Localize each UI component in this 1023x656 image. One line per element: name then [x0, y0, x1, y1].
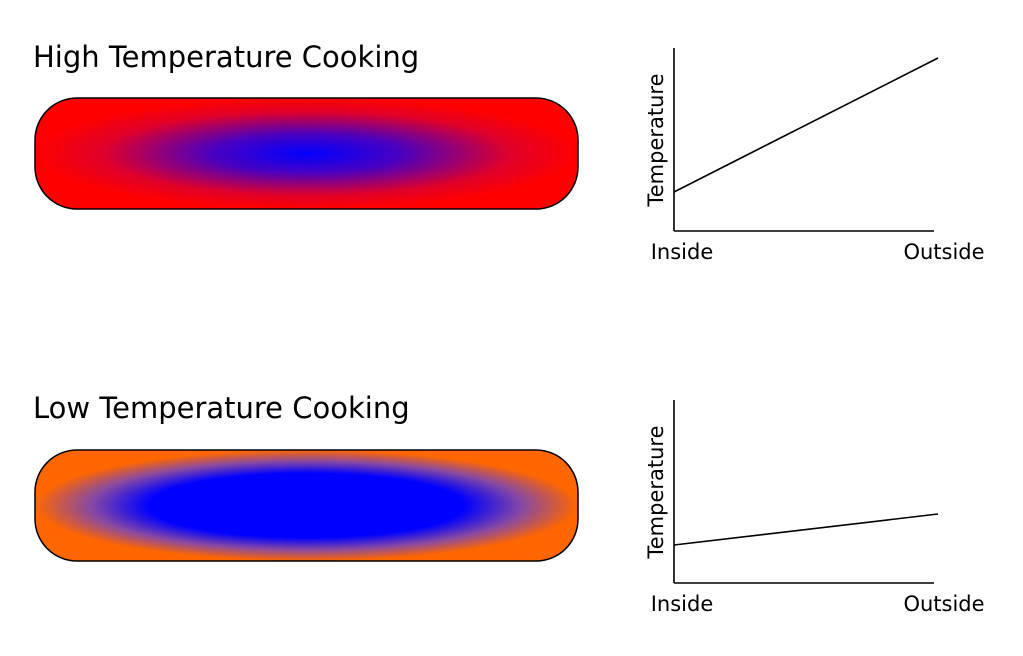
x-label: Inside [651, 592, 714, 616]
y-label: Temperature [644, 425, 668, 559]
food-cross-section [34, 449, 579, 562]
panel: Low Temperature Cooking Inside Outside T… [33, 391, 985, 616]
y-label: Temperature [644, 73, 668, 207]
food-cross-section [34, 97, 579, 210]
temperature-line [673, 513, 939, 546]
panel: High Temperature Cooking Inside Outside … [33, 40, 985, 264]
panel-title: High Temperature Cooking [33, 40, 419, 74]
x-label: Outside [903, 592, 984, 616]
panel-title: Low Temperature Cooking [33, 391, 410, 425]
x-label: Outside [903, 240, 984, 264]
temperature-line [673, 57, 939, 193]
x-label: Inside [651, 240, 714, 264]
